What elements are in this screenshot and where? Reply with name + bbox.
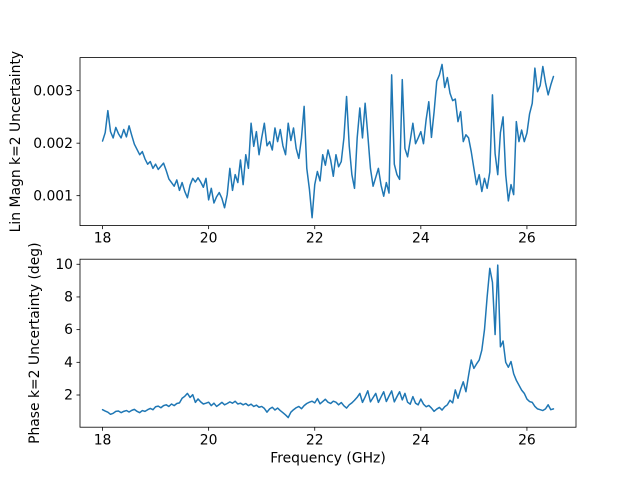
phase-uncertainty-xtick-label: 24	[412, 432, 430, 448]
phase-uncertainty-axes-frame	[79, 258, 577, 428]
phase-uncertainty-ytick-label: 10	[55, 257, 73, 273]
lin-magn-uncertainty-axes-bg	[80, 57, 576, 226]
phase-uncertainty-xtick-label: 26	[518, 432, 536, 448]
lin-magn-uncertainty-xtick-label: 26	[518, 231, 536, 247]
phase-uncertainty-xtick-label: 18	[94, 432, 112, 448]
lin-magn-uncertainty-ytick-label: 0.001	[33, 188, 73, 204]
phase-uncertainty-ytick-label: 8	[64, 290, 73, 306]
lin-magn-uncertainty-xtick-label: 20	[200, 231, 218, 247]
phase-uncertainty-y-axis-label: Phase k=2 Uncertainty (deg)	[27, 242, 43, 443]
lin-magn-uncertainty-axes-frame	[79, 57, 577, 226]
phase-uncertainty-xtick-label: 20	[200, 432, 218, 448]
lin-magn-uncertainty-xtick-label: 24	[412, 231, 430, 247]
lin-magn-uncertainty-ytick-label: 0.003	[33, 83, 73, 99]
phase-uncertainty-x-axis-label: Frequency (GHz)	[270, 450, 386, 466]
lin-magn-uncertainty-ytick-label: 0.002	[33, 136, 73, 152]
lin-magn-uncertainty-xtick-label: 22	[306, 231, 324, 247]
phase-uncertainty-ytick-label: 6	[64, 322, 73, 338]
phase-uncertainty-xtick-label: 22	[306, 432, 324, 448]
phase-uncertainty-line	[101, 264, 555, 419]
phase-uncertainty-ytick-label: 4	[64, 355, 73, 371]
lin-magn-uncertainty-y-axis-label: Lin Magn k=2 Uncertainty	[8, 51, 24, 232]
lin-magn-uncertainty-line	[101, 63, 555, 219]
lin-magn-uncertainty-axes: 18 20 22 24 26 0.001 0.002 0.003 Lin Magn k=2 Un…	[8, 51, 577, 247]
lin-magn-uncertainty-xtick-label: 18	[94, 231, 112, 247]
phase-uncertainty-ytick-label: 2	[64, 388, 73, 404]
